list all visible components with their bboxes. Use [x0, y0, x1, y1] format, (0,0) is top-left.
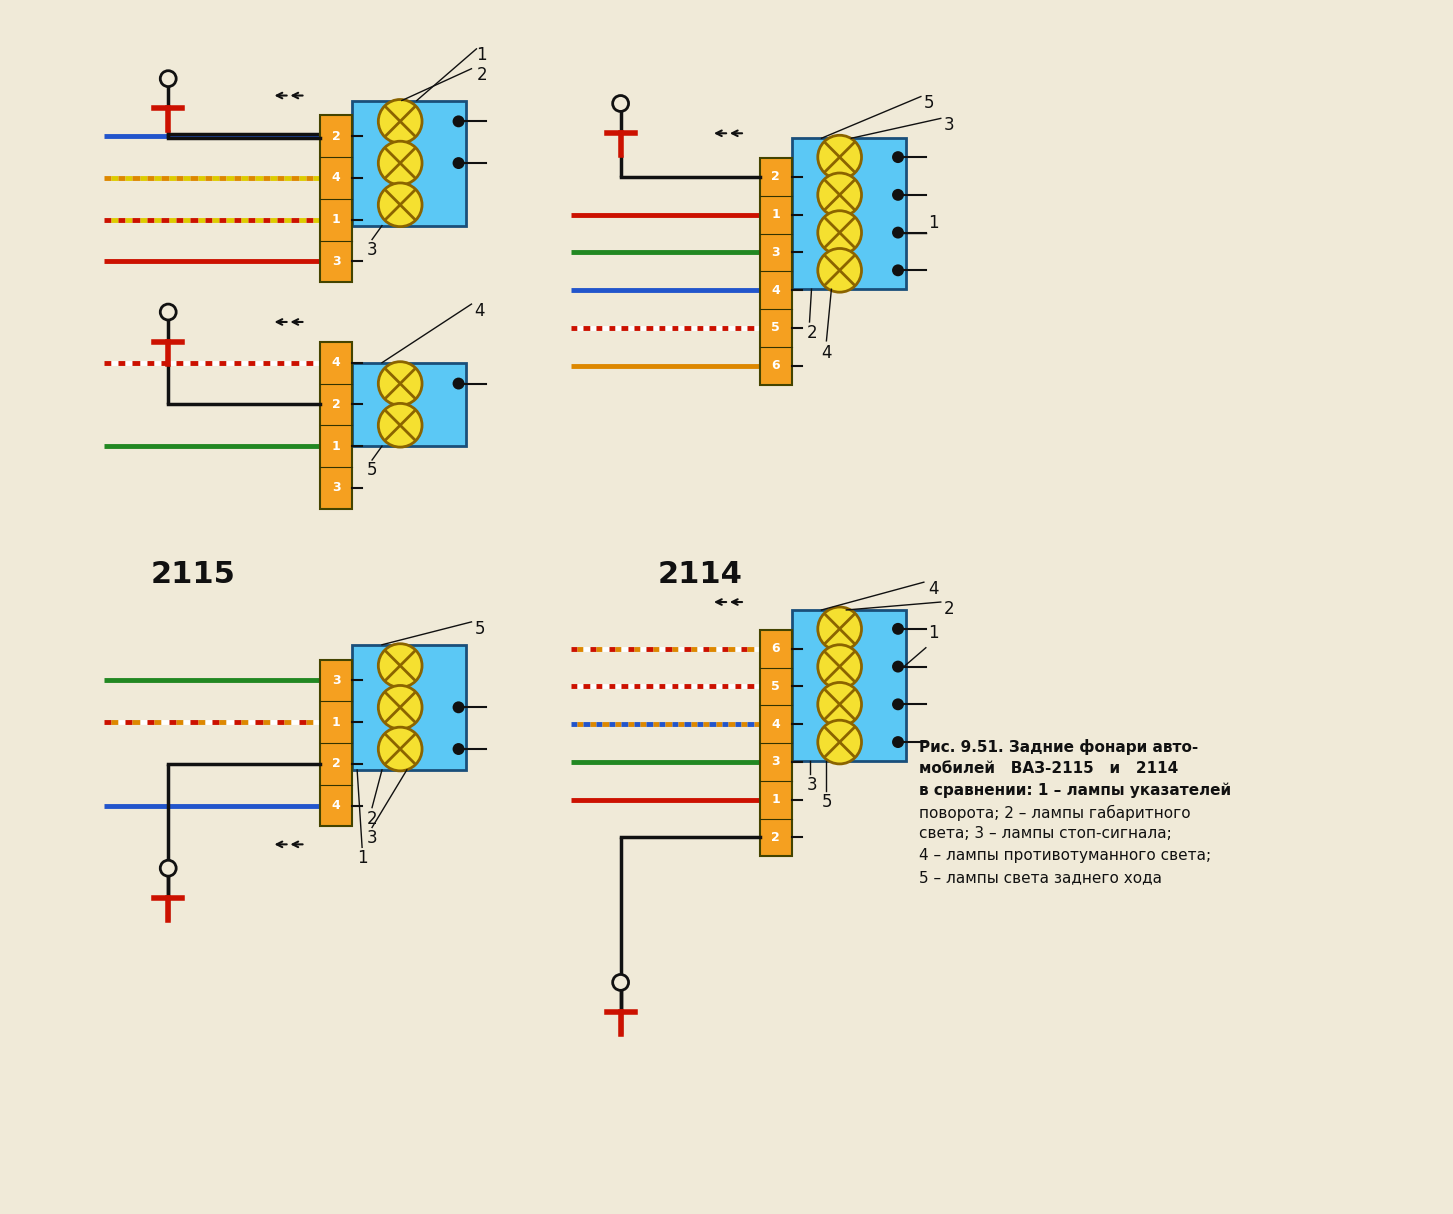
Text: 4: 4 — [331, 356, 340, 369]
Text: 1: 1 — [357, 850, 368, 867]
Text: поворота; 2 – лампы габаритного: поворота; 2 – лампы габаритного — [918, 805, 1190, 821]
Circle shape — [818, 174, 862, 216]
Text: 2: 2 — [368, 810, 378, 828]
Circle shape — [892, 623, 904, 635]
Text: 3: 3 — [806, 776, 817, 794]
Circle shape — [452, 743, 465, 755]
Text: 3: 3 — [772, 246, 780, 259]
Text: 1: 1 — [331, 439, 340, 453]
Circle shape — [160, 304, 176, 320]
Bar — [320, 115, 352, 282]
Circle shape — [378, 643, 421, 687]
Text: 2: 2 — [772, 830, 780, 844]
Text: 4: 4 — [331, 171, 340, 185]
Text: 1: 1 — [928, 624, 939, 642]
Text: 3: 3 — [331, 255, 340, 268]
Circle shape — [818, 135, 862, 178]
Text: 4: 4 — [821, 344, 833, 362]
Text: 5: 5 — [821, 793, 833, 811]
Text: 3: 3 — [331, 481, 340, 494]
Circle shape — [818, 682, 862, 726]
Circle shape — [378, 686, 421, 730]
Circle shape — [378, 403, 421, 447]
Text: 6: 6 — [772, 359, 780, 373]
Circle shape — [160, 861, 176, 877]
Bar — [320, 659, 352, 827]
Text: 2114: 2114 — [658, 561, 742, 589]
Circle shape — [378, 727, 421, 771]
Circle shape — [892, 227, 904, 238]
Text: 2: 2 — [944, 600, 955, 618]
Bar — [352, 101, 466, 226]
Text: 5 – лампы света заднего хода: 5 – лампы света заднего хода — [918, 870, 1162, 885]
Text: 2115: 2115 — [151, 561, 235, 589]
Circle shape — [892, 660, 904, 673]
Text: 1: 1 — [331, 214, 340, 226]
Circle shape — [160, 70, 176, 86]
Bar — [792, 138, 907, 289]
Circle shape — [818, 249, 862, 293]
Circle shape — [892, 698, 904, 710]
Text: 2: 2 — [772, 170, 780, 183]
Circle shape — [892, 152, 904, 163]
Text: 3: 3 — [368, 240, 378, 259]
Text: 5: 5 — [924, 93, 934, 112]
Text: 4: 4 — [928, 580, 939, 599]
Text: 3: 3 — [331, 674, 340, 687]
Circle shape — [818, 607, 862, 651]
Text: 5: 5 — [772, 322, 780, 334]
Circle shape — [818, 211, 862, 255]
Text: 5: 5 — [475, 620, 485, 637]
Text: 4 – лампы противотуманного света;: 4 – лампы противотуманного света; — [918, 849, 1210, 863]
Text: 1: 1 — [477, 46, 487, 64]
Text: 4: 4 — [475, 302, 485, 320]
Text: 3: 3 — [368, 829, 378, 847]
Circle shape — [378, 183, 421, 227]
Text: 1: 1 — [772, 209, 780, 221]
Circle shape — [378, 362, 421, 405]
Bar — [352, 363, 466, 446]
Text: 1: 1 — [772, 793, 780, 806]
Text: Рис. 9.51. Задние фонари авто-: Рис. 9.51. Задние фонари авто- — [918, 739, 1199, 755]
Text: 2: 2 — [331, 130, 340, 143]
Circle shape — [892, 736, 904, 748]
Circle shape — [452, 378, 465, 390]
Text: 2: 2 — [806, 324, 817, 342]
Text: 2: 2 — [477, 66, 487, 84]
Circle shape — [452, 702, 465, 714]
Circle shape — [892, 265, 904, 277]
Text: света; 3 – лампы стоп-сигнала;: света; 3 – лампы стоп-сигнала; — [918, 827, 1171, 841]
Circle shape — [452, 115, 465, 127]
Text: 2: 2 — [331, 758, 340, 771]
Circle shape — [452, 157, 465, 169]
Bar — [320, 342, 352, 509]
Text: 4: 4 — [772, 284, 780, 296]
Circle shape — [613, 96, 629, 112]
Circle shape — [613, 975, 629, 991]
Text: в сравнении: 1 – лампы указателей: в сравнении: 1 – лампы указателей — [918, 783, 1231, 799]
Text: 3: 3 — [772, 755, 780, 768]
Circle shape — [378, 141, 421, 185]
Text: 1: 1 — [928, 214, 939, 232]
Text: 3: 3 — [944, 117, 955, 135]
Bar — [352, 645, 466, 770]
Text: 4: 4 — [331, 799, 340, 812]
Circle shape — [818, 720, 862, 764]
Text: 2: 2 — [331, 398, 340, 410]
Text: 5: 5 — [368, 461, 378, 480]
Text: 6: 6 — [772, 642, 780, 656]
Bar — [792, 609, 907, 761]
Bar — [760, 630, 792, 856]
Text: 4: 4 — [772, 717, 780, 731]
Circle shape — [818, 645, 862, 688]
Text: 5: 5 — [772, 680, 780, 693]
Text: мобилей   ВАЗ-2115   и   2114: мобилей ВАЗ-2115 и 2114 — [918, 761, 1178, 776]
Circle shape — [892, 189, 904, 200]
Bar — [760, 158, 792, 385]
Circle shape — [378, 100, 421, 143]
Text: 1: 1 — [331, 716, 340, 728]
